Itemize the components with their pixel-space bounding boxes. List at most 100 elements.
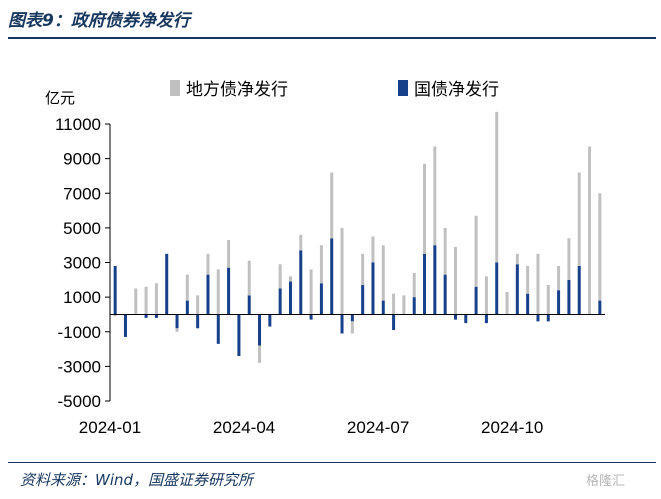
bar-national-20 <box>319 283 323 315</box>
bar-local-10 <box>216 269 220 315</box>
bar-local-40 <box>526 265 530 294</box>
bar-national-33 <box>453 314 457 320</box>
bar-local-21 <box>330 172 334 239</box>
y-axis-unit: 亿元 <box>45 89 75 107</box>
bar-local-33 <box>453 246 457 315</box>
bar-national-14 <box>258 314 262 346</box>
bar-local-4 <box>154 283 158 315</box>
bar-local-18 <box>299 234 303 251</box>
bar-local-43 <box>557 265 561 291</box>
bar-national-34 <box>464 314 468 324</box>
legend-label-national: 国债净发行 <box>414 80 499 100</box>
bar-national-47 <box>598 300 602 315</box>
bar-national-37 <box>495 262 499 315</box>
y-tick-label-1: 9000 <box>63 150 101 169</box>
axes-group: 11000 9000 7000 5000 3000 1000 -1000 -3000 -5000… <box>55 115 605 437</box>
bar-local-28 <box>402 295 406 315</box>
bar-local-38 <box>505 291 509 315</box>
bar-local-46 <box>588 146 592 315</box>
y-tick-label-8: -5000 <box>58 392 101 411</box>
bar-national-30 <box>423 253 427 315</box>
bar-national-42 <box>546 314 550 322</box>
legend-label-local: 地方债净发行 <box>186 80 288 100</box>
bar-national-45 <box>577 265 581 315</box>
bar-national-35 <box>474 286 478 315</box>
bar-national-24 <box>361 285 365 315</box>
source-note: 资料来源：Wind，国盛证券研究所 <box>20 471 254 489</box>
y-tick-label-0: 11000 <box>55 115 101 134</box>
bar-national-31 <box>433 245 437 315</box>
bar-national-16 <box>278 288 282 315</box>
bar-national-41 <box>536 314 540 322</box>
bar-local-13 <box>247 260 251 296</box>
bar-national-17 <box>288 281 292 315</box>
bar-national-23 <box>350 314 354 322</box>
bar-national-11 <box>227 267 231 315</box>
bar-national-4 <box>154 314 158 318</box>
bar-national-0 <box>113 265 117 315</box>
x-tick-label-2: 2024-07 <box>347 418 409 437</box>
bar-national-25 <box>371 262 375 315</box>
bar-national-6 <box>175 314 179 329</box>
bar-local-47 <box>598 193 602 301</box>
watermark-logo: 格隆汇 <box>586 474 626 489</box>
bars-group <box>113 111 602 363</box>
bar-local-44 <box>567 238 571 280</box>
bar-local-27 <box>392 293 396 315</box>
bar-local-23 <box>350 321 354 334</box>
bar-national-10 <box>216 314 220 344</box>
bar-local-9 <box>206 253 210 275</box>
bar-local-11 <box>227 239 231 268</box>
bottom-rule <box>8 462 656 463</box>
bar-national-3 <box>144 314 148 318</box>
bar-national-36 <box>484 314 488 324</box>
bar-local-14 <box>258 345 262 363</box>
bar-local-2 <box>134 288 138 315</box>
bar-national-44 <box>567 279 571 315</box>
bar-national-19 <box>309 314 313 320</box>
bar-national-5 <box>165 253 169 315</box>
y-tick-label-4: 3000 <box>63 254 101 273</box>
legend-swatch-local <box>170 80 180 96</box>
bar-national-12 <box>237 314 241 356</box>
bar-national-7 <box>185 300 189 315</box>
bar-local-31 <box>433 146 437 246</box>
bar-local-17 <box>288 276 292 282</box>
x-tick-label-0: 2024-01 <box>79 418 141 437</box>
bar-national-1 <box>123 314 127 337</box>
bar-local-3 <box>144 286 148 315</box>
bar-national-26 <box>381 300 385 315</box>
bar-national-22 <box>340 314 344 334</box>
y-tick-label-6: -1000 <box>58 323 101 342</box>
y-tick-label-5: 1000 <box>63 288 101 307</box>
bar-local-22 <box>340 227 344 315</box>
bar-national-18 <box>299 250 303 315</box>
bar-local-36 <box>484 276 488 315</box>
bar-national-32 <box>443 274 447 315</box>
bar-local-45 <box>577 172 581 266</box>
bar-local-25 <box>371 236 375 263</box>
bar-national-27 <box>392 314 396 331</box>
bar-local-6 <box>175 328 179 332</box>
bar-local-35 <box>474 215 478 287</box>
bar-national-21 <box>330 238 334 315</box>
bar-national-40 <box>526 293 530 315</box>
y-tick-label-2: 7000 <box>63 184 101 203</box>
bar-local-29 <box>412 272 416 298</box>
bar-local-39 <box>515 253 519 265</box>
bar-local-20 <box>319 245 323 284</box>
x-tick-label-1: 2024-04 <box>213 418 275 437</box>
bar-national-15 <box>268 314 272 327</box>
bar-national-29 <box>412 297 416 315</box>
bar-local-7 <box>185 274 189 301</box>
top-rule <box>8 37 656 39</box>
bar-local-37 <box>495 111 499 263</box>
bar-national-13 <box>247 295 251 315</box>
bar-national-9 <box>206 274 210 315</box>
bar-national-39 <box>515 264 519 315</box>
bar-local-19 <box>309 269 313 315</box>
bar-local-26 <box>381 245 385 301</box>
bar-local-30 <box>423 163 427 254</box>
bar-local-16 <box>278 264 282 289</box>
